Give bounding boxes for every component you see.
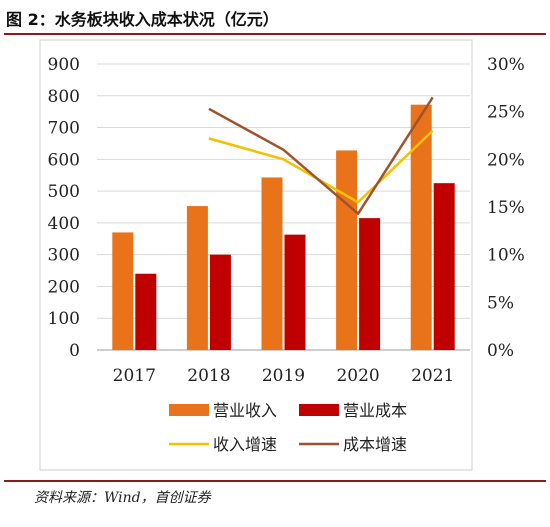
left-tick-label: 500 (48, 182, 80, 202)
revenue-bar (186, 206, 208, 350)
revenue-bar (112, 232, 134, 350)
title-divider (4, 33, 546, 35)
cost-bar (433, 183, 455, 350)
legend-label: 营业收入 (213, 401, 277, 420)
revenue-bar (261, 177, 283, 350)
right-tick-label: 10% (487, 246, 525, 266)
right-tick-label: 20% (487, 150, 525, 170)
revenue-bar (336, 150, 358, 350)
right-axis-ticks: 0% 5% 10% 15% 20% 25% 30% (487, 55, 525, 361)
legend-label: 成本增速 (343, 435, 407, 454)
source-note: 资料来源：Wind，首创证券 (34, 490, 211, 506)
cost-bar (284, 234, 306, 350)
category-label: 2018 (187, 366, 230, 386)
cost-growth-line (208, 96, 434, 215)
cost-bar (135, 273, 157, 350)
left-tick-label: 600 (48, 150, 80, 170)
cost-bar (359, 218, 381, 350)
left-tick-label: 800 (48, 87, 80, 107)
revenue-bar (410, 104, 432, 350)
combo-chart: 0 100 200 300 400 500 600 700 800 900 0% 5% 10% 15% 2… (39, 39, 525, 471)
left-tick-label: 300 (48, 246, 80, 266)
category-axis-labels: 2017 2018 2019 2020 2021 (113, 366, 455, 386)
figure-title: 图 2：水务板块收入成本状况（亿元） (6, 10, 279, 29)
legend-label: 营业成本 (343, 401, 407, 420)
legend-swatch (169, 404, 209, 416)
left-tick-label: 200 (48, 277, 80, 297)
right-tick-label: 0% (487, 341, 514, 361)
category-label: 2020 (336, 366, 379, 386)
bar-series (112, 104, 455, 350)
category-label: 2021 (411, 366, 454, 386)
right-tick-label: 15% (487, 198, 525, 218)
cost-bar (209, 254, 231, 350)
left-axis-ticks: 0 100 200 300 400 500 600 700 800 900 (48, 55, 80, 361)
right-tick-label: 5% (487, 293, 514, 313)
source-divider (4, 480, 546, 482)
line-series (208, 96, 434, 215)
chart-frame (39, 39, 473, 471)
left-tick-label: 400 (48, 214, 80, 234)
left-tick-label: 900 (48, 55, 80, 75)
left-tick-label: 700 (48, 119, 80, 139)
right-tick-label: 30% (487, 55, 525, 75)
category-label: 2019 (262, 366, 305, 386)
legend-swatch (299, 404, 339, 416)
left-tick-label: 100 (48, 309, 80, 329)
category-label: 2017 (113, 366, 156, 386)
right-tick-label: 25% (487, 103, 525, 123)
left-tick-label: 0 (69, 341, 80, 361)
legend-label: 收入增速 (213, 435, 277, 454)
